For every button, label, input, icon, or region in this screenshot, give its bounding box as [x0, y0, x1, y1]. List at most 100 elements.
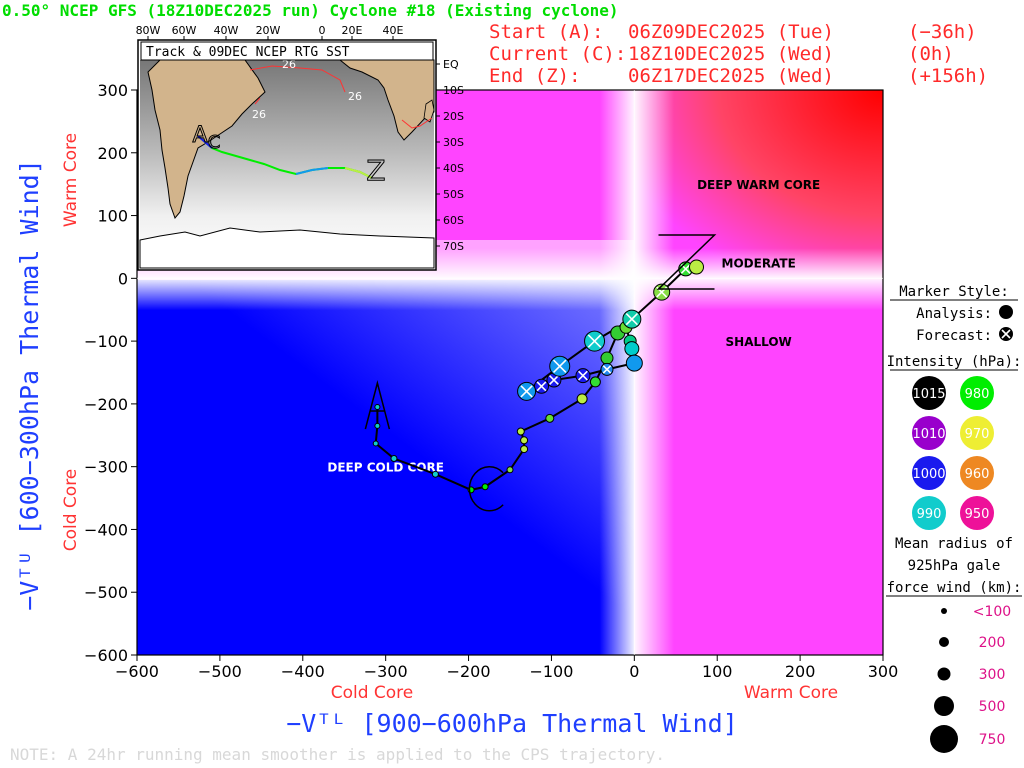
inset-track-letter: A: [192, 123, 207, 148]
info-offset: (0h): [908, 43, 954, 65]
antarctica-land: [139, 227, 435, 269]
x-tick-label: −200: [447, 662, 491, 681]
x-tick-label: 100: [702, 662, 733, 681]
analysis-point: [600, 351, 614, 365]
intensity-title: Intensity (hPa):: [887, 354, 1022, 370]
intensity-label: 970: [965, 427, 990, 442]
analysis-point: [374, 422, 381, 429]
marker-style-title: Marker Style:: [899, 284, 1009, 300]
intensity-label: 990: [917, 507, 942, 522]
inset-track-letter: Z: [366, 154, 385, 187]
y-tick-label: 0: [118, 269, 128, 288]
y-tick-label: 200: [97, 144, 128, 163]
inset-title: Track & 09DEC NCEP RTG SST: [146, 45, 350, 60]
inset-track-letter: C: [208, 132, 221, 153]
intensity-swatch: 1000: [912, 456, 946, 490]
intensity-swatch: 980: [960, 376, 994, 410]
intensity-swatch: 990: [912, 496, 946, 530]
radius-title: Mean radius of: [895, 536, 1013, 552]
inset-lon-label: 80W: [136, 24, 161, 37]
inset-track-line: [197, 135, 373, 179]
y-tick-label: −100: [84, 332, 128, 351]
smoother-note: NOTE: A 24hr running mean smoother is ap…: [10, 745, 665, 764]
info-label: Current (C):: [489, 43, 626, 65]
x-tick-label: 0: [629, 662, 639, 681]
y-tick-label: 100: [97, 207, 128, 226]
y-tick-label: −400: [84, 520, 128, 539]
legend: Marker Style: Analysis: Forecast: Intensity…: [886, 284, 1022, 753]
inset-lon-label: 40E: [383, 24, 404, 37]
region-label: DEEP WARM CORE: [697, 178, 820, 192]
analysis-point: [589, 376, 601, 388]
south-america-land: [147, 59, 266, 219]
track-info: Start (A): 06Z09DEC2025 (Tue) (−36h) Curren…: [489, 21, 988, 87]
inset-lon-label: 0: [319, 24, 326, 37]
analysis-marker-sample: [999, 305, 1013, 319]
y-axis-title: −Vᵀᵁ [600−300hPa Thermal Wind]: [15, 159, 44, 611]
forecast-point: [575, 368, 591, 384]
inset-lon-label: 60W: [172, 24, 197, 37]
radius-label: 200: [979, 635, 1006, 651]
intensity-swatch: 960: [960, 456, 994, 490]
intensity-label: 980: [965, 387, 990, 402]
current-marker-c: [468, 466, 504, 512]
analysis-point: [390, 455, 398, 463]
info-date: 06Z17DEC2025 (Wed): [628, 65, 834, 87]
radius-sample: 750: [930, 725, 1005, 753]
analysis-point: [506, 466, 514, 474]
forecast-marker-sample: [999, 327, 1013, 341]
radius-title: 925hPa gale: [908, 558, 1001, 574]
radius-sample: 500: [934, 696, 1005, 716]
analysis-point: [516, 427, 525, 436]
y-tick-label: −200: [84, 395, 128, 414]
sst-contour-label: 26: [348, 90, 362, 103]
intensity-swatch: 1010: [912, 416, 946, 450]
radius-label: 750: [979, 732, 1006, 748]
start-marker-a: [364, 380, 391, 430]
inset-map: 26 26 26 A C Z Track & 09DEC NCEP RTG SST: [137, 39, 437, 271]
plot-frame: [136, 89, 884, 656]
y-tick-label: −600: [84, 646, 128, 665]
x-tick-label: 200: [785, 662, 816, 681]
analysis-point: [481, 483, 489, 491]
analysis-point: [374, 404, 381, 411]
x-tick-label: −300: [364, 662, 408, 681]
y-cold-core-label: Cold Core: [61, 469, 81, 552]
analysis-point: [624, 341, 640, 357]
chart-title: 0.50° NCEP GFS (18Z10DEC2025 run) Cyclon…: [2, 1, 619, 20]
intensity-label: 1010: [912, 427, 945, 442]
forecast-point: [600, 362, 614, 376]
analysis-point: [576, 393, 588, 405]
region-label: MODERATE: [722, 257, 796, 271]
forecast-point: [584, 330, 606, 352]
radius-sample: 200: [939, 635, 1005, 651]
inset-lat-label: 70S: [443, 240, 464, 253]
analysis-point: [431, 470, 439, 478]
axes: −600 −500 −400 −300 −200 −100 0 100 200 300 −600 −5…: [15, 81, 898, 738]
intensity-label: 1000: [912, 467, 945, 482]
inset-axes: 80W 60W 40W 20W 0 20E 40E EQ 10S 20S 30S 40S 50S 60S 7…: [136, 24, 464, 253]
x-tick-label: 300: [868, 662, 899, 681]
inset-lon-label: 20E: [342, 24, 363, 37]
x-warm-core-label: Warm Core: [744, 683, 838, 703]
inset-lat-label: 30S: [443, 136, 464, 149]
forecast-label: Forecast:: [916, 328, 992, 344]
inset-lat-label: 60S: [443, 214, 464, 227]
info-date: 18Z10DEC2025 (Wed): [628, 43, 834, 65]
analysis-point: [520, 445, 529, 454]
intensity-swatch: 970: [960, 416, 994, 450]
x-tick-label: −500: [198, 662, 242, 681]
y-tick-label: −300: [84, 458, 128, 477]
inset-lat-label: 40S: [443, 162, 464, 175]
inset-lon-label: 40W: [214, 24, 239, 37]
radius-sample: <100: [941, 604, 1011, 620]
y-tick-label: −500: [84, 583, 128, 602]
sst-contour-label: 26: [252, 108, 266, 121]
radius-label: 300: [979, 667, 1006, 683]
x-cold-core-label: Cold Core: [331, 683, 414, 703]
info-label: End (Z):: [489, 65, 581, 87]
radius-label: <100: [973, 604, 1011, 620]
intensity-label: 1015: [912, 387, 945, 402]
inset-lat-label: 50S: [443, 188, 464, 201]
